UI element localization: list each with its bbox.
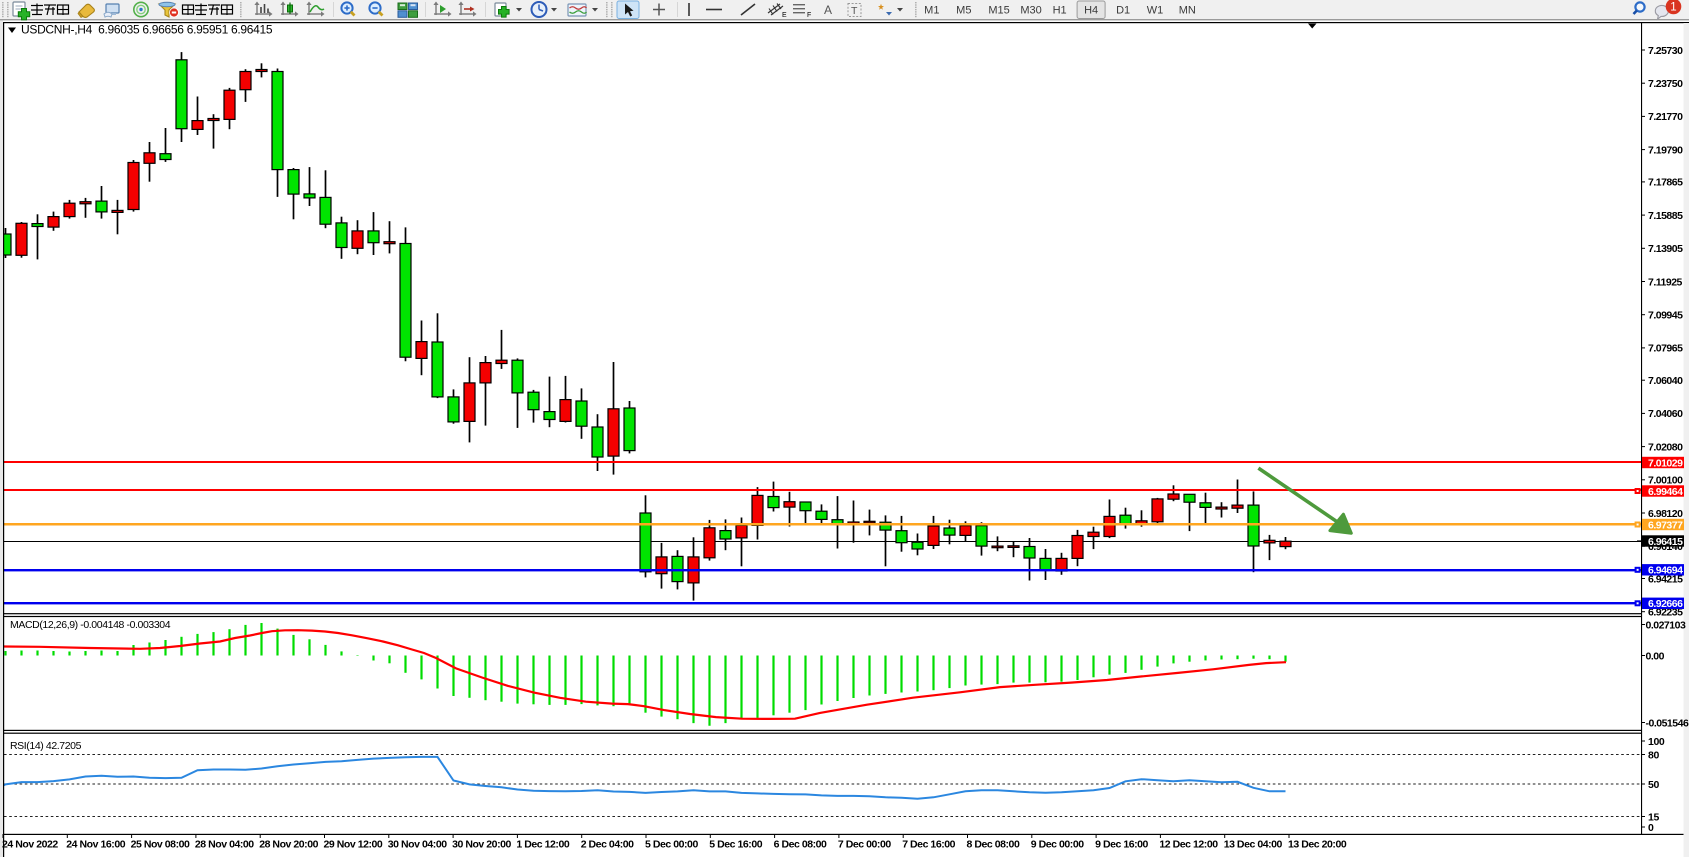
- svg-text:15: 15: [1648, 811, 1659, 823]
- svg-text:M15: M15: [988, 5, 1009, 17]
- svg-text:12 Dec 12:00: 12 Dec 12:00: [1159, 839, 1218, 851]
- svg-text:6.98120: 6.98120: [1648, 508, 1683, 520]
- svg-text:D1: D1: [1116, 5, 1130, 17]
- svg-text:7 Dec 16:00: 7 Dec 16:00: [902, 839, 955, 851]
- svg-text:7.09945: 7.09945: [1648, 310, 1683, 322]
- svg-text:RSI(14) 42.7205: RSI(14) 42.7205: [10, 740, 82, 752]
- svg-text:7.06040: 7.06040: [1648, 375, 1683, 387]
- svg-text:M1: M1: [924, 5, 939, 17]
- svg-text:H4: H4: [1084, 5, 1098, 17]
- svg-text:28 Nov 04:00: 28 Nov 04:00: [195, 839, 254, 851]
- svg-text:30 Nov 20:00: 30 Nov 20:00: [452, 839, 511, 851]
- svg-text:6 Dec 08:00: 6 Dec 08:00: [774, 839, 827, 851]
- svg-text:7.25730: 7.25730: [1648, 45, 1683, 57]
- svg-text:28 Nov 20:00: 28 Nov 20:00: [259, 839, 318, 851]
- svg-text:7.00100: 7.00100: [1648, 475, 1683, 487]
- svg-text:USDCNH-,H4 6.96035 6.96656 6.: USDCNH-,H4 6.96035 6.96656 6.95951 6.964…: [21, 23, 273, 37]
- svg-text:-0.051546: -0.051546: [1646, 717, 1689, 729]
- svg-text:F: F: [807, 12, 811, 19]
- svg-text:9 Dec 16:00: 9 Dec 16:00: [1095, 839, 1148, 851]
- svg-text:6.94215: 6.94215: [1648, 573, 1683, 585]
- svg-text:9 Dec 00:00: 9 Dec 00:00: [1031, 839, 1084, 851]
- svg-text:M5: M5: [956, 5, 971, 17]
- svg-text:7.11925: 7.11925: [1648, 276, 1683, 288]
- svg-text:24 Nov 2022: 24 Nov 2022: [2, 839, 58, 851]
- svg-text:13 Dec 20:00: 13 Dec 20:00: [1288, 839, 1347, 851]
- svg-text:T: T: [851, 5, 858, 17]
- svg-text:80: 80: [1648, 749, 1659, 761]
- svg-text:6.96415: 6.96415: [1648, 536, 1683, 548]
- svg-text:7.19790: 7.19790: [1648, 144, 1683, 156]
- svg-text:8 Dec 08:00: 8 Dec 08:00: [967, 839, 1020, 851]
- svg-text:6.94694: 6.94694: [1648, 565, 1683, 577]
- svg-text:13 Dec 04:00: 13 Dec 04:00: [1224, 839, 1283, 851]
- svg-text:7.04060: 7.04060: [1648, 408, 1683, 420]
- svg-text:W1: W1: [1147, 5, 1164, 17]
- svg-text:7.02080: 7.02080: [1648, 441, 1683, 453]
- svg-text:7 Dec 00:00: 7 Dec 00:00: [838, 839, 891, 851]
- svg-text:7.21770: 7.21770: [1648, 111, 1683, 123]
- svg-text:7.13905: 7.13905: [1648, 243, 1683, 255]
- svg-text:25 Nov 08:00: 25 Nov 08:00: [131, 839, 190, 851]
- svg-text:100: 100: [1648, 736, 1665, 748]
- svg-text:6.99464: 6.99464: [1648, 486, 1683, 498]
- svg-text:24 Nov 16:00: 24 Nov 16:00: [66, 839, 125, 851]
- svg-text:E: E: [782, 12, 787, 19]
- svg-text:1 Dec 12:00: 1 Dec 12:00: [516, 839, 569, 851]
- svg-text:6.92666: 6.92666: [1648, 598, 1683, 610]
- svg-text:6.97377: 6.97377: [1648, 519, 1683, 531]
- svg-text:H1: H1: [1053, 5, 1067, 17]
- svg-text:7.17865: 7.17865: [1648, 177, 1683, 189]
- svg-text:30 Nov 04:00: 30 Nov 04:00: [388, 839, 447, 851]
- svg-text:M30: M30: [1020, 5, 1041, 17]
- svg-text:MACD(12,26,9) -0.004148 -0.003: MACD(12,26,9) -0.004148 -0.003304: [10, 619, 171, 631]
- svg-text:1: 1: [1670, 2, 1676, 14]
- svg-text:0: 0: [1648, 822, 1654, 834]
- svg-text:7.15885: 7.15885: [1648, 210, 1683, 222]
- svg-text:50: 50: [1648, 779, 1659, 791]
- svg-text:7.23750: 7.23750: [1648, 78, 1683, 90]
- svg-text:0.00: 0.00: [1646, 650, 1665, 662]
- svg-text:7.07965: 7.07965: [1648, 343, 1683, 355]
- svg-text:2 Dec 04:00: 2 Dec 04:00: [581, 839, 634, 851]
- svg-text:0.027103: 0.027103: [1646, 619, 1686, 631]
- svg-text:5 Dec 16:00: 5 Dec 16:00: [709, 839, 762, 851]
- svg-text:A: A: [824, 3, 832, 17]
- svg-text:MN: MN: [1179, 5, 1196, 17]
- svg-text:6.92235: 6.92235: [1648, 607, 1683, 619]
- svg-text:29 Nov 12:00: 29 Nov 12:00: [324, 839, 383, 851]
- svg-text:5 Dec 00:00: 5 Dec 00:00: [645, 839, 698, 851]
- svg-text:7.01029: 7.01029: [1648, 457, 1683, 469]
